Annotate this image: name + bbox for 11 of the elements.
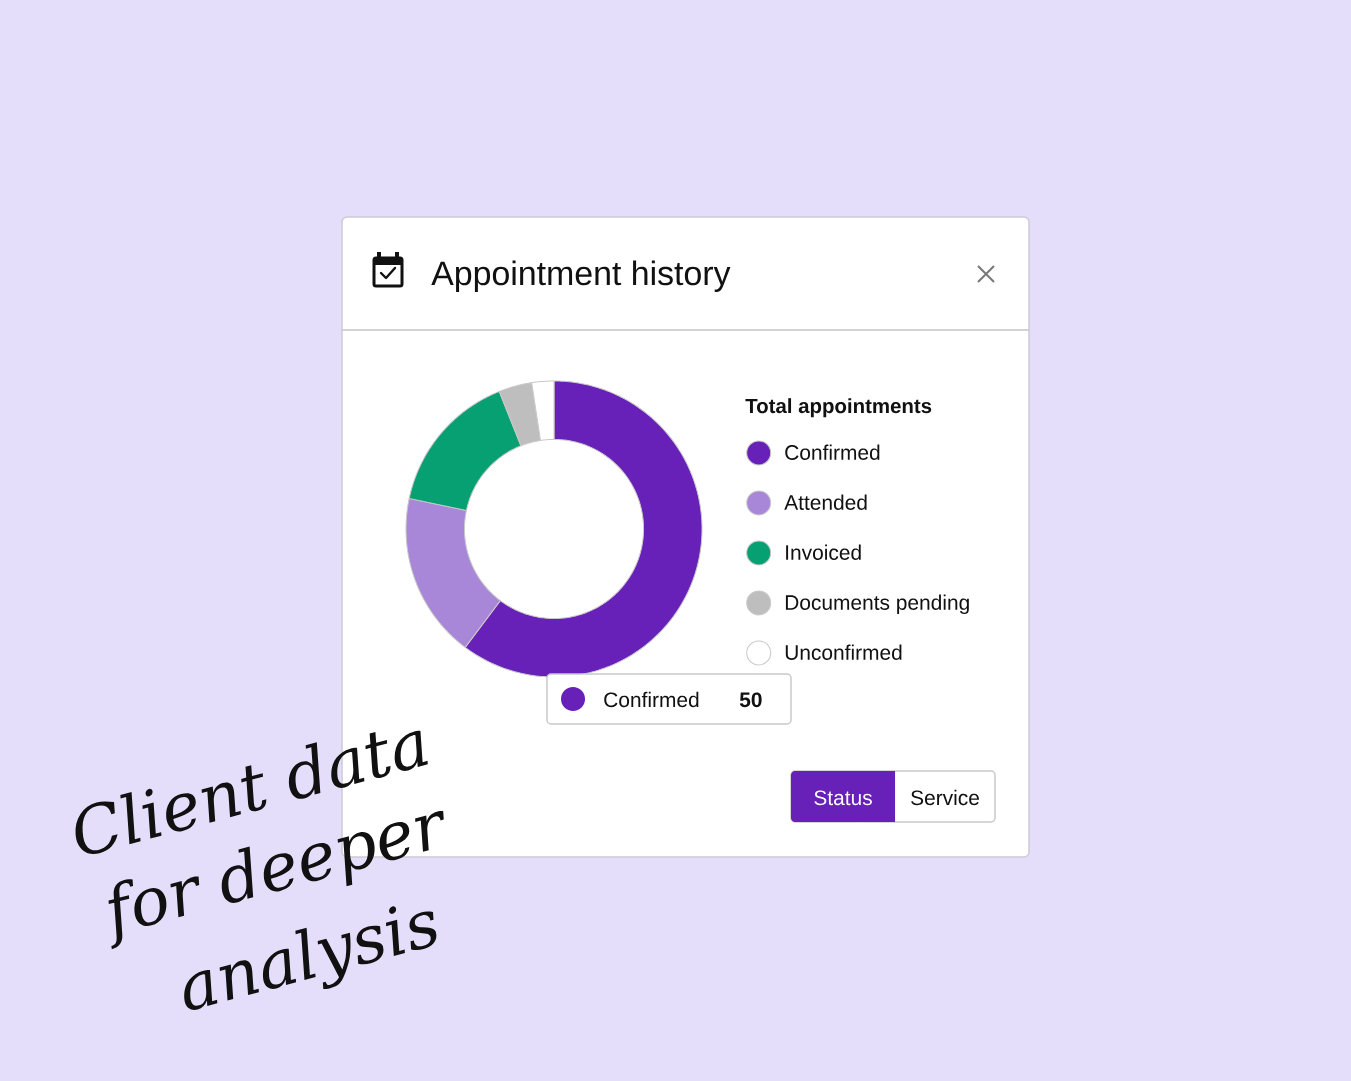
legend-title: Total appointments (745, 398, 932, 418)
text: Appointment history (431, 260, 731, 293)
legend-label: Invoiced (786, 544, 861, 560)
legend-label: Confirmed (604, 691, 699, 708)
legend-label: Documents pending (785, 594, 969, 615)
text: Status (814, 790, 872, 806)
category-label: Confirmed (785, 444, 880, 460)
legend-label: Attended (784, 494, 867, 510)
text: Service (911, 789, 979, 806)
legend-label: Unconfirmed (785, 644, 902, 660)
data-label: 50 (739, 692, 762, 708)
